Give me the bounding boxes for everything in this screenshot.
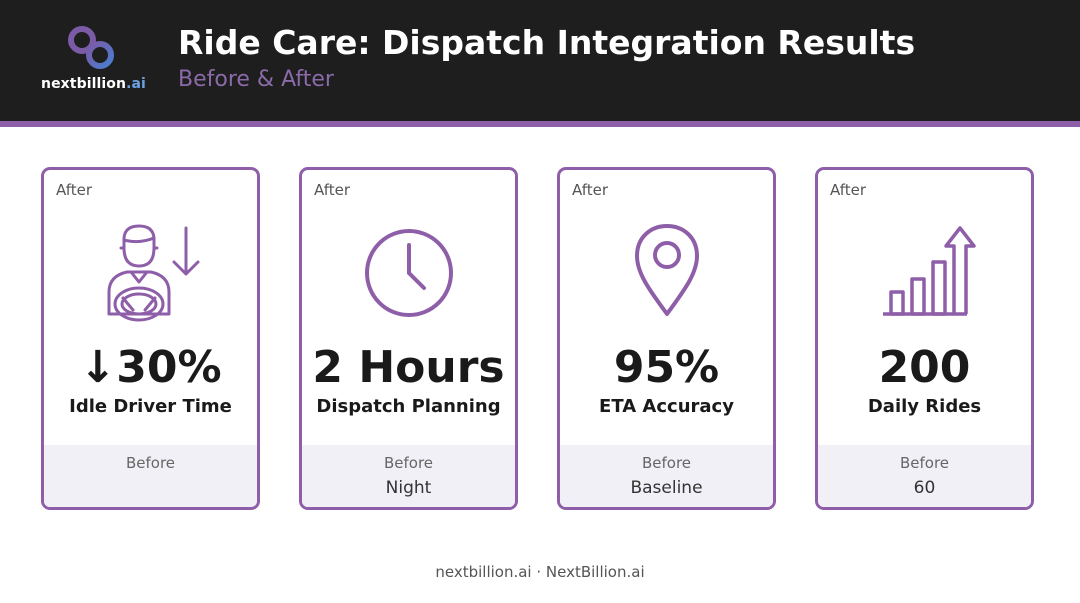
after-label: After xyxy=(314,181,351,199)
header-accent-bar xyxy=(0,121,1080,127)
before-value: Baseline xyxy=(630,478,703,498)
before-panel: Before Night xyxy=(302,445,515,507)
after-label: After xyxy=(56,181,93,199)
metric-value: 2 Hours xyxy=(312,342,505,393)
before-value: 60 xyxy=(913,478,936,498)
page-title: Ride Care: Dispatch Integration Results xyxy=(178,23,916,62)
before-panel: Before 60 xyxy=(818,445,1031,507)
metric-card-dispatch-planning: After 2 Hours Dispatch Planning Before N… xyxy=(299,167,518,510)
before-label: Before xyxy=(899,454,950,472)
before-label: Before xyxy=(383,454,434,472)
metric-label: Daily Rides xyxy=(867,396,982,417)
after-label: After xyxy=(572,181,609,199)
metric-value: ↓30% xyxy=(79,342,222,393)
metric-label: Idle Driver Time xyxy=(69,396,232,417)
clock-icon xyxy=(364,229,453,317)
brand-logo-icon xyxy=(68,26,114,69)
map-pin-icon xyxy=(634,224,699,316)
metric-card-eta-accuracy: After 95% ETA Accuracy Before Baseline xyxy=(557,167,776,510)
before-panel: Before Baseline xyxy=(560,445,773,507)
after-label: After xyxy=(830,181,867,199)
header-banner: nextbillion.ai Ride Care: Dispatch Integ… xyxy=(0,0,1080,121)
driver-idle-down-icon xyxy=(107,224,199,322)
metric-card-idle-driver-time: After ↓30% Idle Driver Time Before xyxy=(41,167,260,510)
footer-credit: nextbillion.ai · NextBillion.ai xyxy=(435,563,645,581)
brand-logo-text: nextbillion.ai xyxy=(41,76,146,92)
page-subtitle: Before & After xyxy=(178,67,334,92)
before-label: Before xyxy=(641,454,692,472)
metric-label: Dispatch Planning xyxy=(316,396,501,417)
metric-label: ETA Accuracy xyxy=(599,396,734,417)
metric-value: 95% xyxy=(613,342,720,393)
metric-value: 200 xyxy=(878,342,971,393)
bar-chart-up-icon xyxy=(882,226,976,316)
before-panel: Before xyxy=(44,445,257,507)
metric-card-daily-rides: After 200 Daily Rides Before 60 xyxy=(815,167,1034,510)
before-value: Night xyxy=(385,478,432,498)
before-label: Before xyxy=(125,454,176,472)
